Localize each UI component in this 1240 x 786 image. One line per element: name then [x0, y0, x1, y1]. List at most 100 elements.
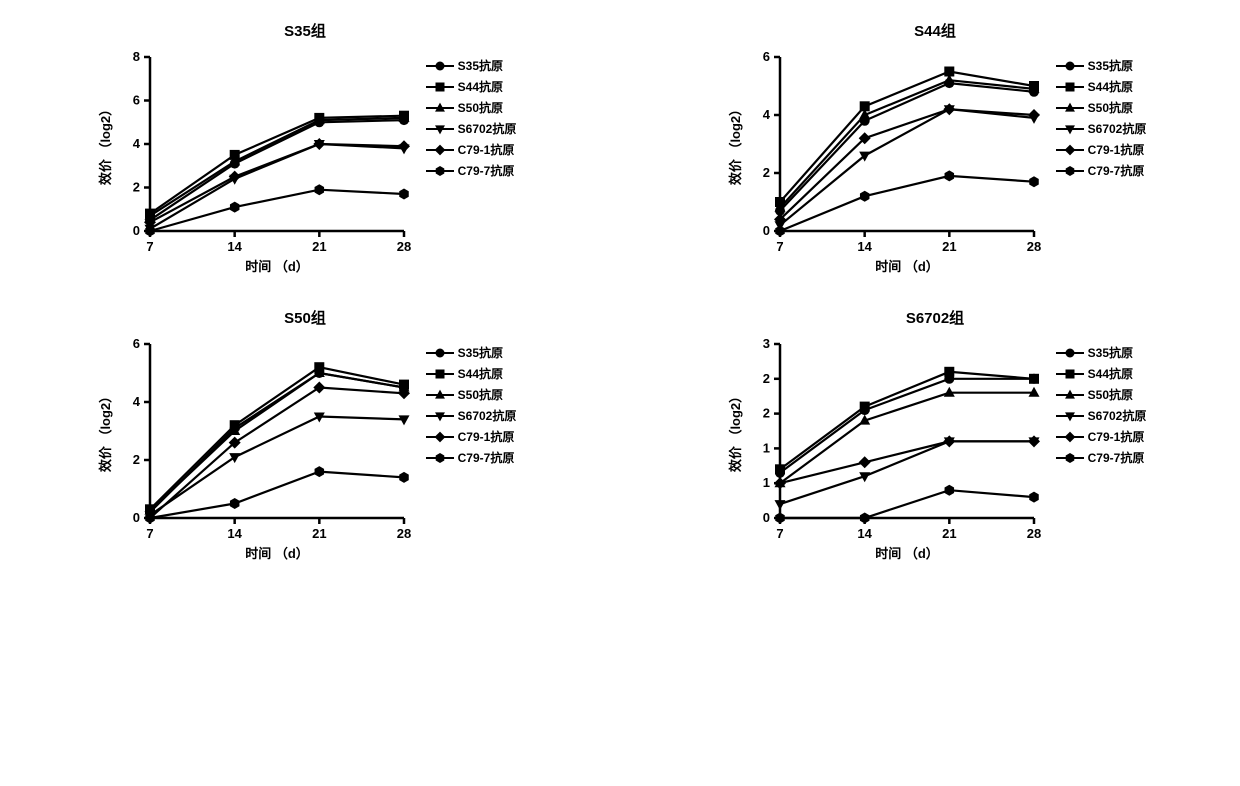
legend-item: C79-7抗原 — [1056, 162, 1147, 179]
y-tick-label: 6 — [132, 93, 139, 108]
y-tick-label: 4 — [762, 107, 770, 122]
series-marker — [230, 202, 240, 213]
legend: S35抗原 S44抗原 S50抗原 S6702抗原 C7 — [426, 57, 517, 179]
series-marker — [229, 453, 240, 463]
legend-label: S35抗原 — [458, 344, 503, 361]
legend-item: C79-1抗原 — [426, 141, 517, 158]
x-tick-label: 28 — [396, 239, 410, 254]
legend-item: S50抗原 — [1056, 386, 1147, 403]
x-tick-label: 21 — [312, 526, 326, 541]
y-tick-label: 6 — [132, 336, 139, 351]
chart-svg: 024687142128时间 （d）效价 （log2） — [94, 47, 414, 277]
legend-marker-icon — [1056, 368, 1084, 380]
series-marker — [944, 367, 954, 377]
legend-item: S6702抗原 — [1056, 407, 1147, 424]
legend-label: S35抗原 — [1088, 57, 1133, 74]
legend-item: S6702抗原 — [426, 407, 517, 424]
legend-item: S35抗原 — [1056, 57, 1147, 74]
series-marker — [860, 191, 870, 202]
x-tick-label: 21 — [942, 526, 956, 541]
series-marker — [943, 103, 955, 115]
legend-item: S6702抗原 — [426, 120, 517, 137]
legend-label: S35抗原 — [458, 57, 503, 74]
legend-marker-icon — [426, 60, 454, 72]
y-axis-label: 效价 （log2） — [98, 390, 113, 472]
legend-marker-icon — [1056, 452, 1084, 464]
legend-label: S50抗原 — [1088, 386, 1133, 403]
x-axis-label: 时间 （d） — [875, 259, 939, 274]
series-marker — [230, 498, 240, 509]
legend-item: S35抗原 — [1056, 344, 1147, 361]
legend-item: C79-7抗原 — [426, 162, 517, 179]
legend-item: C79-7抗原 — [426, 449, 517, 466]
series-marker — [1029, 176, 1039, 187]
series-marker — [1029, 492, 1039, 503]
series-marker — [775, 464, 785, 474]
chart-panel: S35组 024687142128时间 （d）效价 （log2） S35抗原 S… — [20, 20, 590, 277]
series-marker — [943, 435, 955, 447]
legend-marker-icon — [1056, 60, 1084, 72]
x-tick-label: 14 — [227, 239, 242, 254]
x-tick-label: 21 — [312, 239, 326, 254]
series-marker — [775, 226, 785, 237]
legend-label: C79-1抗原 — [1088, 428, 1145, 445]
legend: S35抗原 S44抗原 S50抗原 S6702抗原 C7 — [426, 344, 517, 466]
legend-marker-icon — [426, 165, 454, 177]
series-marker — [313, 382, 325, 394]
legend-item: S44抗原 — [1056, 365, 1147, 382]
legend-marker-icon — [426, 123, 454, 135]
legend-label: S50抗原 — [458, 386, 503, 403]
chart-row: 024687142128时间 （d）效价 （log2） S35抗原 S44抗原 … — [94, 47, 517, 277]
y-tick-label: 1 — [762, 440, 769, 455]
x-tick-label: 14 — [857, 239, 872, 254]
series-line — [150, 388, 404, 519]
legend-marker-icon — [1056, 389, 1084, 401]
legend-marker-icon — [1056, 102, 1084, 114]
legend-label: C79-1抗原 — [1088, 141, 1145, 158]
legend-label: C79-7抗原 — [1088, 449, 1145, 466]
series-marker — [314, 184, 324, 195]
x-axis-label: 时间 （d） — [245, 259, 309, 274]
series-marker — [313, 138, 325, 150]
x-tick-label: 21 — [942, 239, 956, 254]
legend-label: C79-7抗原 — [458, 162, 515, 179]
series-line — [780, 393, 1034, 484]
series-marker — [399, 189, 409, 200]
chart-panel: S44组 02467142128时间 （d）效价 （log2） S35抗原 S4… — [650, 20, 1220, 277]
series-line — [780, 441, 1034, 483]
legend-label: S50抗原 — [1088, 99, 1133, 116]
series-marker — [1028, 435, 1040, 447]
y-tick-label: 0 — [132, 223, 139, 238]
legend-marker-icon — [1056, 410, 1084, 422]
series-line — [780, 80, 1034, 208]
legend-label: C79-1抗原 — [458, 141, 515, 158]
chart-row: 02467142128时间 （d）效价 （log2） S35抗原 S44抗原 S… — [94, 334, 517, 564]
series-marker — [314, 466, 324, 477]
legend-item: S35抗原 — [426, 344, 517, 361]
legend-item: S50抗原 — [1056, 99, 1147, 116]
panel-title: S50组 — [284, 307, 326, 328]
y-tick-label: 6 — [762, 49, 769, 64]
chart-row: 02467142128时间 （d）效价 （log2） S35抗原 S44抗原 S… — [724, 47, 1147, 277]
legend-label: S35抗原 — [1088, 344, 1133, 361]
series-marker — [1029, 374, 1039, 384]
panel-title: S35组 — [284, 20, 326, 41]
legend-marker-icon — [1056, 81, 1084, 93]
chart-svg: 02467142128时间 （d）效价 （log2） — [94, 334, 414, 564]
x-tick-label: 14 — [857, 526, 872, 541]
series-marker — [944, 485, 954, 496]
series-marker — [860, 513, 870, 524]
series-line — [780, 490, 1034, 518]
legend-label: S6702抗原 — [458, 407, 517, 424]
legend-marker-icon — [426, 347, 454, 359]
legend-marker-icon — [1056, 165, 1084, 177]
legend-label: C79-7抗原 — [1088, 162, 1145, 179]
legend-label: S50抗原 — [458, 99, 503, 116]
x-tick-label: 28 — [396, 526, 410, 541]
legend-label: S6702抗原 — [1088, 120, 1147, 137]
legend-label: S44抗原 — [458, 365, 503, 382]
y-tick-label: 8 — [132, 49, 139, 64]
legend-marker-icon — [1056, 431, 1084, 443]
series-marker — [858, 456, 870, 468]
series-marker — [774, 500, 785, 510]
